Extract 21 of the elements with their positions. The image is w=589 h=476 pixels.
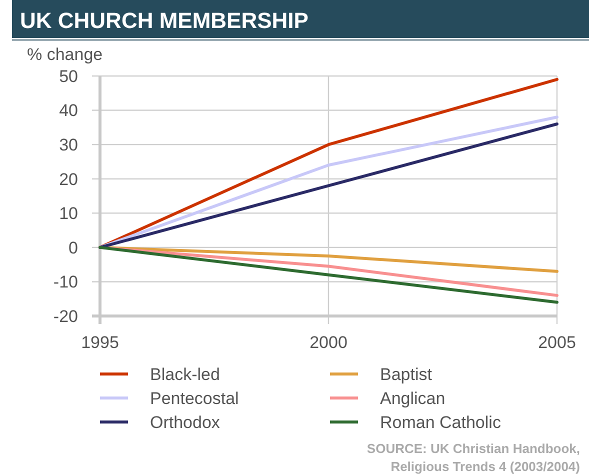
legend-label: Baptist: [380, 364, 432, 384]
y-tick-label: -20: [53, 306, 78, 326]
legend-label: Roman Catholic: [380, 412, 502, 432]
x-tick-label: 2005: [538, 333, 576, 352]
chart-title: UK CHURCH MEMBERSHIP: [20, 8, 308, 33]
legend-label: Orthodox: [150, 412, 220, 432]
y-tick-label: 50: [59, 66, 78, 86]
legend-label: Anglican: [380, 388, 446, 408]
legend-label: Pentecostal: [150, 388, 239, 408]
y-tick-label: 40: [59, 101, 78, 120]
x-tick-label: 1995: [81, 333, 119, 352]
y-tick-label: 10: [59, 204, 78, 224]
legend-label: Black-led: [150, 364, 220, 384]
y-tick-label: 0: [68, 238, 78, 258]
y-tick-label: 30: [59, 136, 78, 155]
y-tick-label: -10: [53, 272, 78, 292]
source-note: SOURCE: UK Christian Handbook,: [366, 441, 580, 456]
x-tick-label: 2000: [310, 333, 348, 352]
y-axis-title: % change: [27, 45, 103, 64]
y-tick-label: 20: [59, 170, 78, 189]
text: Religious Trends 4 (2003/2004): [390, 459, 580, 474]
